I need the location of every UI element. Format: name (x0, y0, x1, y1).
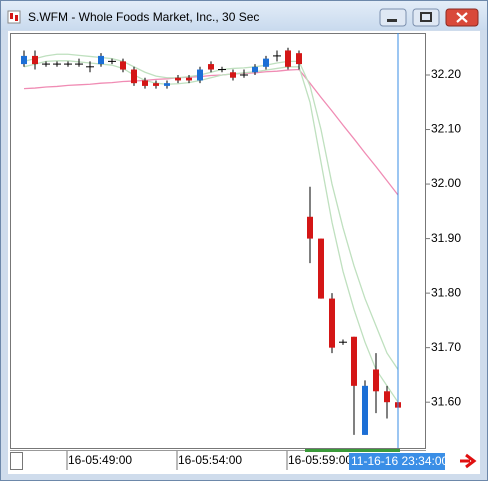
cursor-label-bg (349, 453, 445, 470)
candle-body (318, 238, 324, 299)
candle-body (263, 58, 269, 67)
candle-body (164, 83, 170, 86)
session-bar (305, 449, 400, 452)
candle-body (351, 336, 357, 386)
y-tick-label: 31.70 (431, 340, 461, 354)
y-tick-label: 32.00 (431, 176, 461, 190)
candle-body (98, 55, 104, 65)
candle-body (230, 72, 236, 78)
y-tick-label: 32.20 (431, 67, 461, 81)
moving-average-line (23, 60, 399, 403)
x-tick-label: 16-05:54:00 (178, 453, 242, 467)
y-tick-label: 31.60 (431, 394, 461, 408)
candle-body (120, 61, 126, 70)
candle-body (153, 83, 159, 86)
candle-body (252, 66, 258, 73)
candle-body (329, 298, 335, 348)
candle-body (197, 69, 203, 81)
candle-body (384, 391, 390, 403)
candle-body (362, 385, 368, 435)
candle-body (373, 369, 379, 392)
chart-area (8, 31, 480, 474)
y-tick-label: 31.80 (431, 285, 461, 299)
minimize-button[interactable] (379, 8, 407, 27)
candle-body (285, 50, 291, 67)
moving-average-line (23, 68, 399, 196)
window-title: S.WFM - Whole Foods Market, Inc., 30 Sec (28, 10, 259, 24)
close-button[interactable] (445, 8, 479, 27)
y-tick-label: 32.10 (431, 122, 461, 136)
x-tick-label: 16-05:59:00 (288, 453, 352, 467)
candle-body (175, 77, 181, 81)
candle-body (208, 64, 214, 70)
scroll-box[interactable] (10, 452, 23, 470)
candle-body (307, 216, 313, 239)
x-tick-label: 16-05:49:00 (68, 453, 132, 467)
candle-body (21, 55, 27, 65)
candle-body (131, 69, 137, 84)
candle-body (186, 77, 192, 81)
y-tick-label: 31.90 (431, 231, 461, 245)
candle-body (296, 53, 302, 65)
cursor-label: 11-16-16 23:34:00 (351, 454, 449, 468)
scroll-right-arrow[interactable] (460, 453, 477, 469)
candle-body (142, 80, 148, 86)
maximize-button[interactable] (412, 8, 440, 27)
app-icon (7, 10, 21, 24)
candle-body (32, 55, 38, 65)
plot-frame (10, 33, 426, 449)
